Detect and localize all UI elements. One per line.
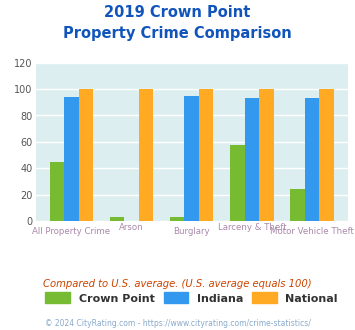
Bar bbox=[245, 98, 259, 221]
Bar bbox=[259, 89, 274, 221]
Bar bbox=[64, 97, 78, 221]
Text: Arson: Arson bbox=[119, 223, 144, 232]
Bar bbox=[290, 189, 305, 221]
Bar bbox=[110, 217, 124, 221]
Bar bbox=[185, 96, 199, 221]
Text: © 2024 CityRating.com - https://www.cityrating.com/crime-statistics/: © 2024 CityRating.com - https://www.city… bbox=[45, 319, 310, 328]
Bar bbox=[50, 162, 64, 221]
Bar bbox=[199, 89, 213, 221]
Bar bbox=[78, 89, 93, 221]
Bar bbox=[170, 217, 185, 221]
Text: Larceny & Theft: Larceny & Theft bbox=[218, 223, 286, 232]
Text: Motor Vehicle Theft: Motor Vehicle Theft bbox=[270, 227, 354, 236]
Legend: Crown Point, Indiana, National: Crown Point, Indiana, National bbox=[40, 287, 344, 309]
Text: 2019 Crown Point: 2019 Crown Point bbox=[104, 5, 251, 20]
Text: Compared to U.S. average. (U.S. average equals 100): Compared to U.S. average. (U.S. average … bbox=[43, 279, 312, 289]
Text: Property Crime Comparison: Property Crime Comparison bbox=[63, 26, 292, 41]
Bar bbox=[230, 145, 245, 221]
Bar bbox=[305, 98, 319, 221]
Bar bbox=[139, 89, 153, 221]
Text: Burglary: Burglary bbox=[173, 227, 210, 236]
Bar bbox=[319, 89, 334, 221]
Text: All Property Crime: All Property Crime bbox=[32, 227, 110, 236]
